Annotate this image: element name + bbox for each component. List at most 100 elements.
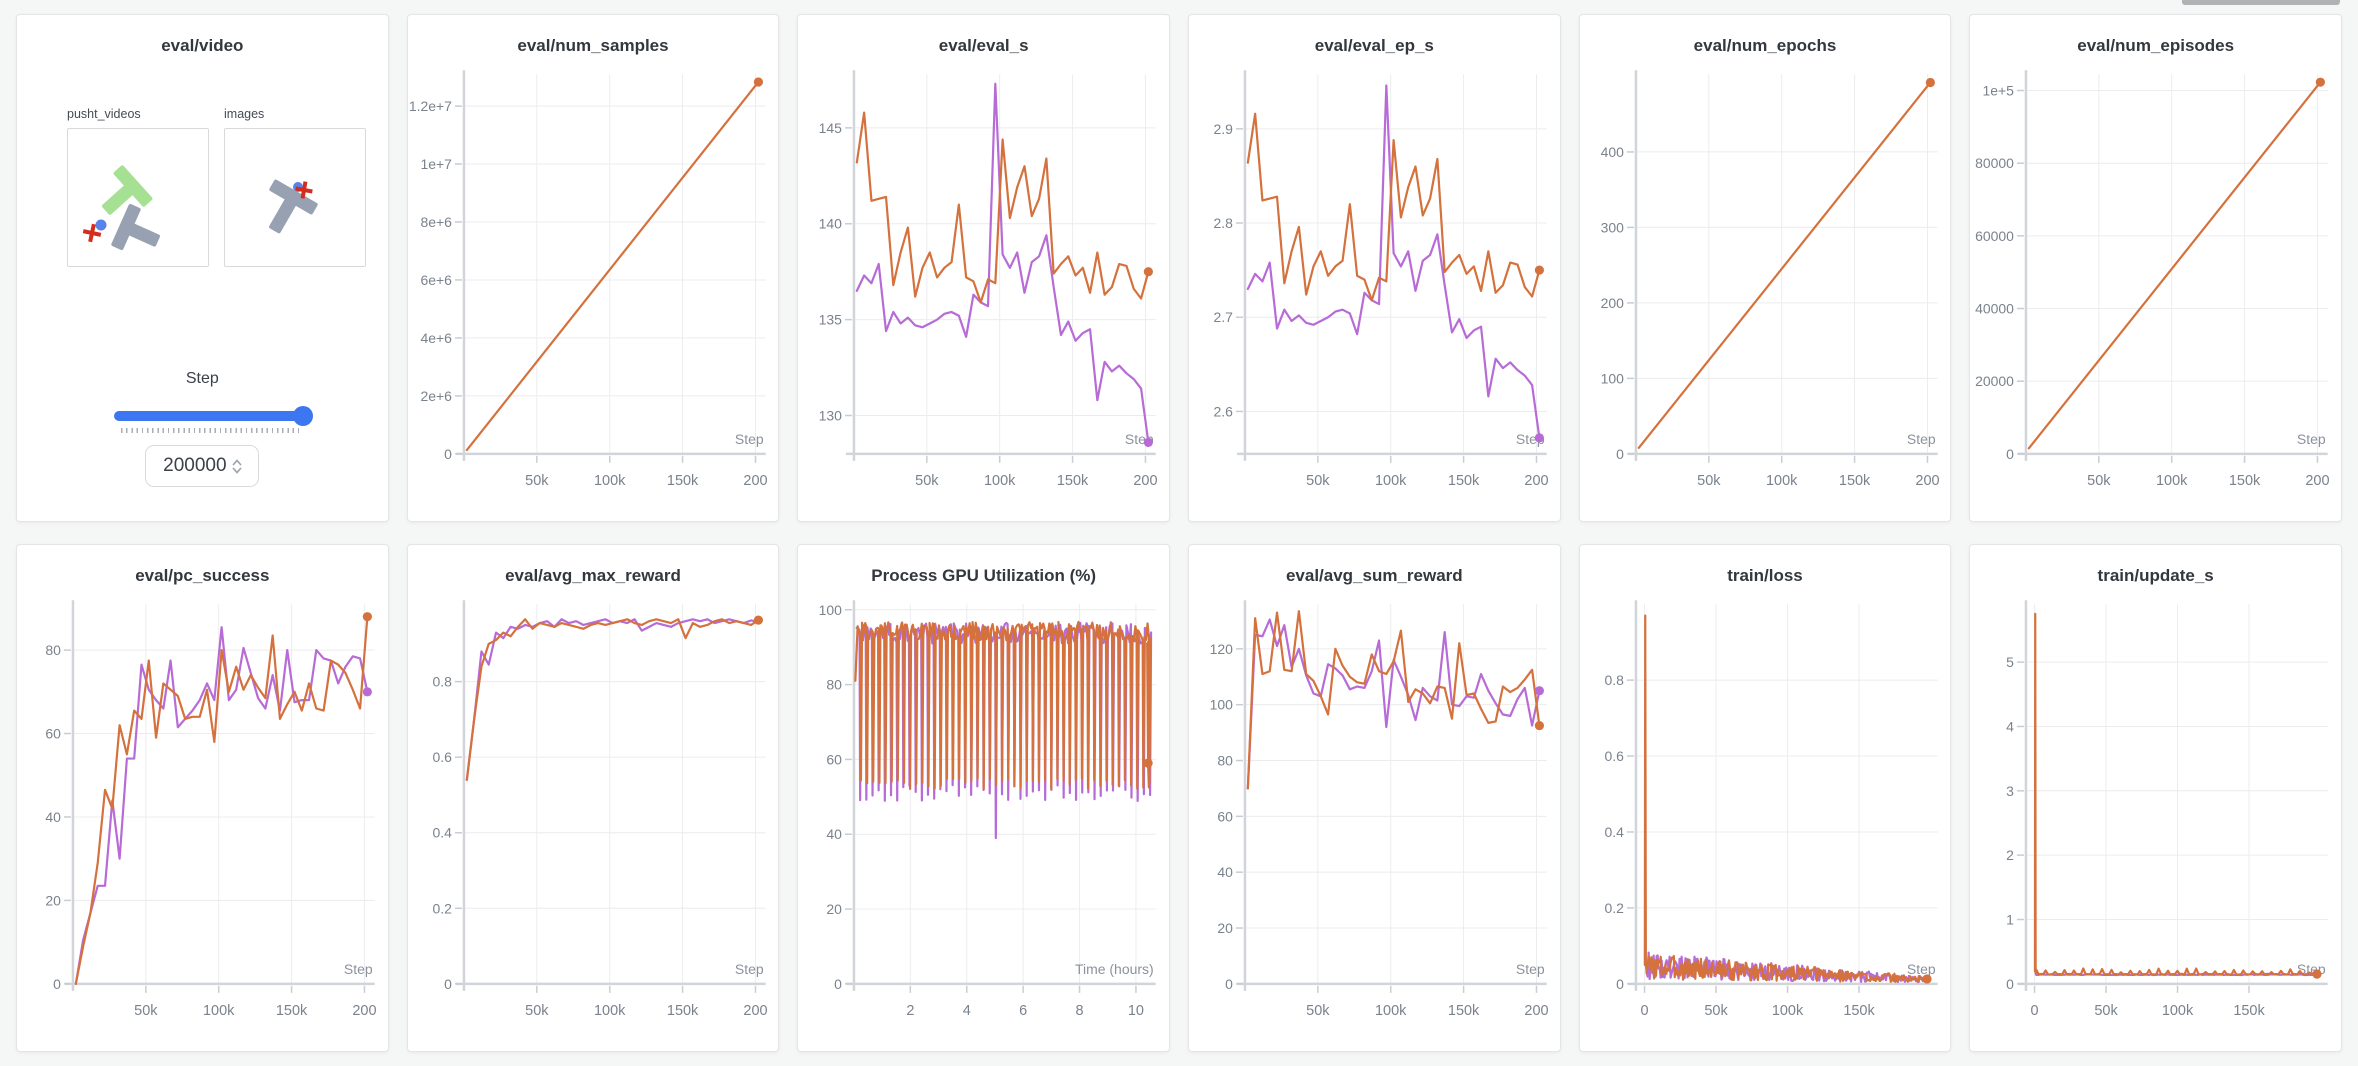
svg-text:2.7: 2.7	[1214, 309, 1234, 325]
svg-text:20: 20	[827, 901, 843, 917]
svg-text:50k: 50k	[1306, 1003, 1330, 1019]
svg-text:0: 0	[2031, 1003, 2039, 1019]
clipped-panel-fragment	[2182, 0, 2340, 5]
step-input[interactable]: 200000	[145, 445, 260, 487]
svg-text:Step: Step	[735, 961, 764, 977]
svg-text:20: 20	[1217, 920, 1233, 936]
svg-text:0: 0	[835, 976, 843, 992]
step-slider[interactable]	[114, 406, 313, 426]
svg-text:20000: 20000	[1975, 373, 2014, 389]
panel-eval-avg-max-reward: eval/avg_max_reward 0 0.2 0.4 0.6 0.8 50k 100k…	[406, 544, 780, 1052]
chart-canvas[interactable]: 0 100 200 300 400 50k 100k 150k 200 Step	[1580, 60, 1951, 508]
image-thumbnail[interactable]	[224, 128, 366, 267]
svg-text:0: 0	[1640, 1003, 1648, 1019]
svg-text:0: 0	[1616, 976, 1624, 992]
panel-train-loss: train/loss 0 0.2 0.4 0.6 0.8 0 50k 100k 150k Step	[1578, 544, 1952, 1052]
chart-canvas[interactable]: 0 20 40 60 80 100 2 4 6 8 10 Time (hours)	[798, 590, 1169, 1038]
svg-text:4: 4	[2007, 718, 2015, 734]
svg-text:50k: 50k	[525, 1003, 549, 1019]
panel-eval-num-episodes: eval/num_episodes 0 20000 40000 60000 80000 1…	[1969, 14, 2342, 522]
svg-text:150k: 150k	[1843, 1003, 1875, 1019]
panel-grid: eval/video pusht_videos	[16, 14, 2342, 1052]
panel-title: eval/avg_sum_reward	[1285, 566, 1463, 585]
svg-text:140: 140	[819, 216, 843, 232]
svg-text:40: 40	[45, 809, 61, 825]
svg-text:1e+7: 1e+7	[420, 156, 452, 172]
panel-title: eval/eval_s	[938, 36, 1029, 55]
svg-text:100: 100	[1600, 370, 1624, 386]
slider-thumb[interactable]	[293, 406, 313, 426]
svg-text:0: 0	[1225, 976, 1233, 992]
chart-canvas[interactable]: 0 2e+6 4e+6 6e+6 8e+6 1e+7 1.2e+7 50k 100k 150k 20…	[408, 60, 779, 508]
svg-text:Time (hours): Time (hours)	[1075, 961, 1154, 977]
svg-text:50k: 50k	[134, 1003, 158, 1019]
svg-text:120: 120	[1210, 641, 1234, 657]
svg-text:0.2: 0.2	[1604, 900, 1624, 916]
svg-text:150k: 150k	[1057, 473, 1089, 489]
chart-canvas[interactable]: 0 20000 40000 60000 80000 1e+5 50k 100k 150k 200 S…	[1970, 60, 2341, 508]
svg-text:300: 300	[1600, 219, 1624, 235]
panel-title: eval/num_epochs	[1693, 36, 1837, 55]
svg-text:200: 200	[2306, 473, 2330, 489]
svg-text:200: 200	[352, 1003, 376, 1019]
panel-eval-eval-s: eval/eval_s 130 135 140 145 50k 100k 150k 200 St…	[797, 14, 1170, 522]
svg-text:145: 145	[819, 120, 843, 136]
panel-title: eval/num_episodes	[2077, 36, 2235, 55]
chart-canvas[interactable]: 0 20 40 60 80 50k 100k 150k 200 Step	[17, 590, 388, 1038]
svg-text:200: 200	[1915, 473, 1939, 489]
svg-text:50k: 50k	[525, 473, 549, 489]
svg-text:Step: Step	[1907, 961, 1936, 977]
svg-text:400: 400	[1600, 144, 1624, 160]
svg-text:2e+6: 2e+6	[420, 388, 452, 404]
svg-text:2: 2	[907, 1003, 915, 1019]
svg-text:150k: 150k	[667, 1003, 699, 1019]
svg-text:2.8: 2.8	[1214, 215, 1234, 231]
svg-text:100k: 100k	[203, 1003, 235, 1019]
svg-text:1: 1	[2007, 911, 2015, 927]
svg-text:6e+6: 6e+6	[420, 272, 452, 288]
media-pusht-videos: pusht_videos	[67, 107, 209, 267]
svg-text:0.2: 0.2	[432, 900, 452, 916]
svg-text:100k: 100k	[1375, 473, 1407, 489]
svg-text:0.6: 0.6	[432, 749, 452, 765]
svg-text:50k: 50k	[1697, 473, 1721, 489]
svg-text:80: 80	[1217, 753, 1233, 769]
svg-text:50k: 50k	[1306, 473, 1330, 489]
panel-eval-num-samples: eval/num_samples 0 2e+6 4e+6 6e+6 8e+6 1e+7 1.…	[406, 14, 780, 522]
svg-text:60: 60	[45, 726, 61, 742]
video-thumbnail-pusht[interactable]	[67, 128, 209, 267]
svg-text:150k: 150k	[276, 1003, 308, 1019]
chart-canvas[interactable]: 0 0.2 0.4 0.6 0.8 0 50k 100k 150k Step	[1580, 590, 1951, 1038]
svg-text:200: 200	[1524, 1003, 1548, 1019]
svg-text:200: 200	[1600, 295, 1624, 311]
chart-canvas[interactable]: 0 20 40 60 80 100 120 50k 100k 150k 200 Step	[1189, 590, 1560, 1038]
panel-title: Process GPU Utilization (%)	[871, 566, 1097, 585]
chart-canvas[interactable]: 0 0.2 0.4 0.6 0.8 50k 100k 150k 200 Step	[408, 590, 779, 1038]
svg-text:0.8: 0.8	[432, 674, 452, 690]
panel-title: eval/eval_ep_s	[1314, 36, 1434, 55]
step-value: 200000	[163, 455, 227, 476]
svg-text:0: 0	[1616, 446, 1624, 462]
panel-eval-video: eval/video pusht_videos	[16, 14, 389, 522]
svg-text:100k: 100k	[1772, 1003, 1804, 1019]
svg-text:60: 60	[827, 751, 843, 767]
panel-title: train/loss	[1727, 566, 1803, 585]
slider-tick-ruler	[121, 428, 303, 433]
svg-text:0: 0	[444, 446, 452, 462]
svg-text:100k: 100k	[2156, 473, 2188, 489]
media-row: pusht_videos	[67, 107, 366, 267]
svg-text:150k: 150k	[1448, 1003, 1480, 1019]
svg-text:150k: 150k	[2234, 1003, 2266, 1019]
svg-text:Step: Step	[1907, 431, 1936, 447]
svg-text:50k: 50k	[915, 473, 939, 489]
svg-text:200: 200	[743, 473, 767, 489]
pusht-scene-icon	[82, 165, 160, 251]
svg-text:0.8: 0.8	[1604, 672, 1624, 688]
spinner-arrows-icon[interactable]	[231, 458, 242, 474]
svg-text:200: 200	[1524, 473, 1548, 489]
panel-eval-num-epochs: eval/num_epochs 0 100 200 300 400 50k 100k 150k…	[1578, 14, 1952, 522]
svg-text:40: 40	[827, 826, 843, 842]
